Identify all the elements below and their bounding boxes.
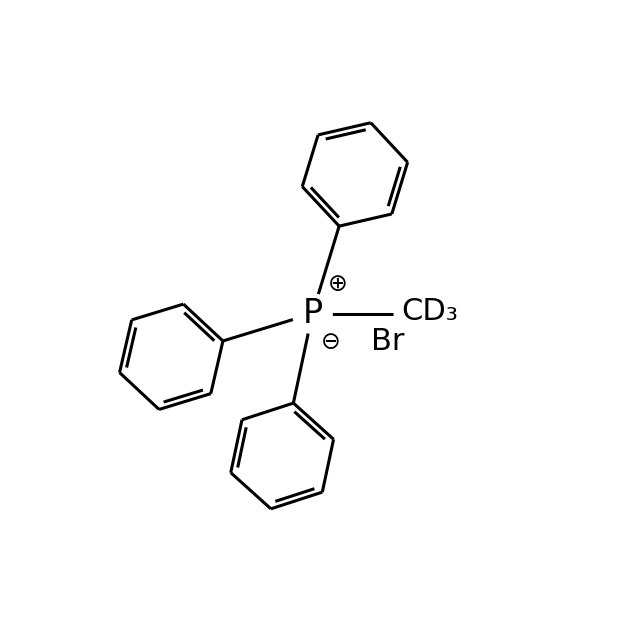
Circle shape <box>292 294 332 333</box>
Text: CD₃: CD₃ <box>401 297 458 326</box>
Text: Br: Br <box>371 327 404 356</box>
Text: ⊖: ⊖ <box>321 330 341 354</box>
Text: P: P <box>302 297 323 330</box>
Text: ⊕: ⊕ <box>328 273 348 296</box>
